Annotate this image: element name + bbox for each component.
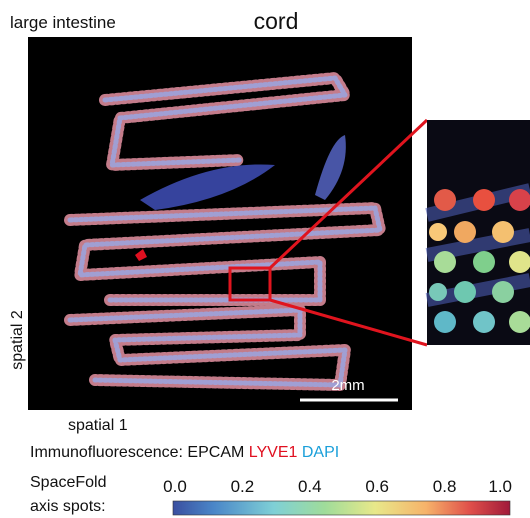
colorbar-tick-label: 1.0 — [488, 477, 512, 496]
figure: large intestine cord 2mm — [0, 0, 530, 518]
colorbar-tick-label: 0.2 — [231, 477, 255, 496]
colorbar-tick-label: 0.0 — [163, 477, 187, 496]
colorbar-ticks: 0.0 0.2 0.4 0.6 0.8 1.0 — [163, 477, 512, 496]
legend-prefix: Immunofluorescence: — [30, 444, 183, 461]
x-axis-label: spatial 1 — [68, 417, 128, 434]
colorbar-tick-label: 0.8 — [433, 477, 457, 496]
y-axis-label: spatial 2 — [9, 310, 26, 370]
title: cord — [254, 8, 299, 34]
scale-bar-label: 2mm — [331, 377, 364, 394]
zoom-inset — [427, 120, 530, 345]
stain-lyve1: LYVE1 — [249, 444, 298, 461]
tissue-image: 2mm — [28, 37, 427, 410]
tissue-label: large intestine — [10, 13, 116, 32]
colorbar-tick-label: 0.4 — [298, 477, 322, 496]
stain-epcam: EPCAM — [187, 444, 244, 461]
colorbar-tick-label: 0.6 — [365, 477, 389, 496]
colorbar-label: SpaceFold — [30, 474, 107, 491]
legend: Immunofluorescence: EPCAM LYVE1 DAPI — [30, 444, 339, 461]
stain-dapi: DAPI — [302, 444, 339, 461]
colorbar — [173, 501, 510, 515]
colorbar-label: axis spots: — [30, 498, 106, 515]
